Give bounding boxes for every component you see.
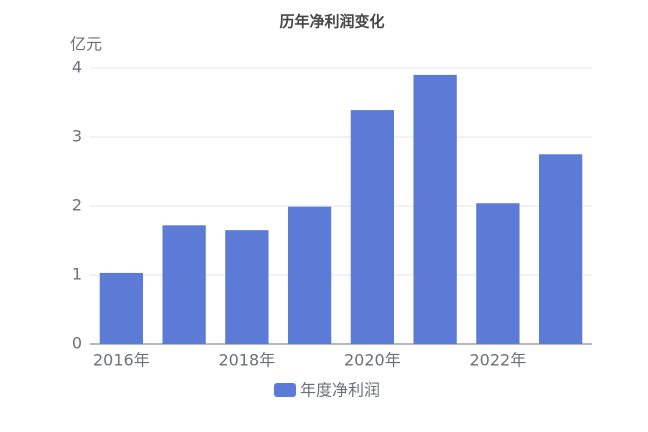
x-tick-label: 2020年 xyxy=(344,351,401,370)
y-tick-label: 0 xyxy=(72,334,82,353)
bar xyxy=(162,225,206,344)
bar xyxy=(538,154,583,344)
y-tick-label: 3 xyxy=(72,127,82,146)
bar xyxy=(350,110,395,344)
chart-title: 历年净利润变化 xyxy=(279,13,384,31)
bar xyxy=(99,272,144,344)
bar xyxy=(413,74,457,345)
x-tick-label: 2016年 xyxy=(93,351,150,370)
x-tick-label: 2022年 xyxy=(470,351,527,370)
bar xyxy=(476,203,520,344)
bar xyxy=(287,206,332,344)
y-axis-label: 亿元 xyxy=(70,35,102,54)
bar xyxy=(225,230,269,344)
y-tick-label: 4 xyxy=(72,58,82,77)
y-tick-label: 1 xyxy=(72,265,82,284)
legend-label: 年度净利润 xyxy=(300,381,380,400)
x-tick-label: 2018年 xyxy=(219,351,276,370)
legend-swatch xyxy=(274,383,296,397)
y-tick-label: 2 xyxy=(72,196,82,215)
